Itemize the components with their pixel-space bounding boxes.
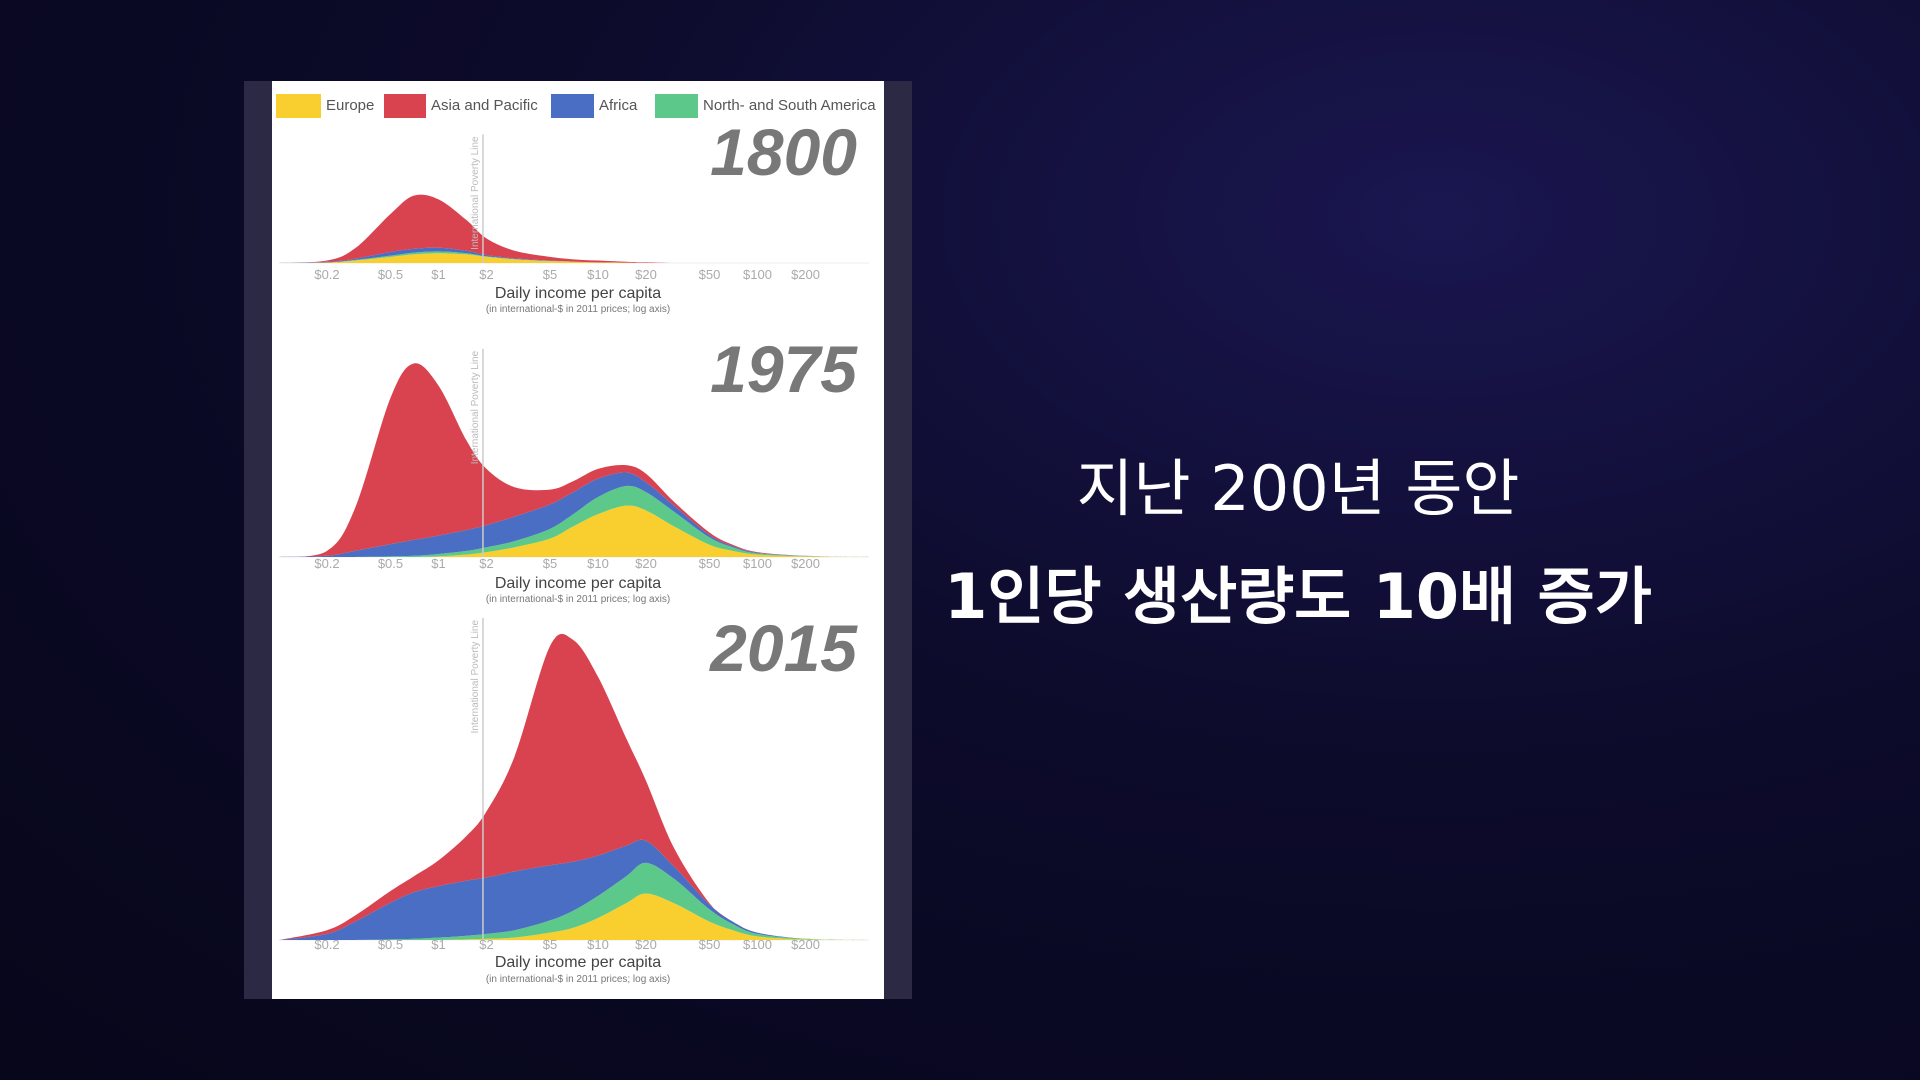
area: [279, 893, 869, 941]
poverty-label: International Poverty Line: [470, 620, 481, 734]
x-tick-label: $1: [431, 556, 445, 571]
x-tick-label: $50: [699, 267, 721, 282]
x-axis-title: Daily income per capita: [495, 575, 661, 592]
x-tick-label: $50: [699, 937, 721, 952]
area: [279, 253, 869, 264]
area: [279, 862, 869, 941]
poverty-label: International Poverty Line: [470, 136, 481, 250]
x-axis-title: Daily income per capita: [495, 285, 661, 302]
x-tick-label: $0.2: [314, 267, 339, 282]
x-tick-label: $1: [431, 937, 445, 952]
area: [279, 194, 869, 264]
x-tick-label: $0.5: [378, 937, 403, 952]
x-tick-label: $20: [635, 267, 657, 282]
x-tick-label: $5: [543, 556, 557, 571]
x-axis-title: Daily income per capita: [495, 954, 661, 971]
legend-label: Asia and Pacific: [431, 97, 538, 114]
area: [279, 633, 869, 940]
area: [279, 363, 869, 557]
x-tick-label: $2: [479, 556, 493, 571]
legend-swatch: [384, 94, 426, 118]
legend-label: Europe: [326, 97, 374, 114]
area: [279, 505, 869, 558]
x-tick-label: $1: [431, 267, 445, 282]
x-tick-label: $5: [543, 937, 557, 952]
caption-line2: 1인당 생산량도 10배 증가: [944, 560, 1652, 633]
charts: International Poverty Line $0.2 $0.5 $1 $2 $5…: [276, 94, 876, 985]
x-tick-label: $0.5: [378, 556, 403, 571]
x-tick-label: $10: [587, 937, 609, 952]
area: [279, 251, 869, 264]
x-axis-subtitle: (in international-$ in 2011 prices; log …: [486, 974, 670, 985]
legend-swatch: [276, 94, 321, 118]
x-tick-label: $2: [479, 267, 493, 282]
x-tick-label: $50: [699, 556, 721, 571]
x-tick-label: $10: [587, 267, 609, 282]
x-tick-label: $0.5: [378, 267, 403, 282]
x-tick-label: $100: [743, 267, 772, 282]
x-tick-label: $20: [635, 556, 657, 571]
chart-title: 1800: [710, 115, 857, 189]
legend-label: Africa: [599, 97, 638, 114]
chart-title: 2015: [708, 611, 858, 685]
x-tick-label: $0.2: [314, 556, 339, 571]
x-tick-label: $0.2: [314, 937, 339, 952]
x-tick-label: $20: [635, 937, 657, 952]
legend-label: North- and South America: [703, 97, 876, 114]
x-tick-label: $2: [479, 937, 493, 952]
caption-line1: 지난 200년 동안: [1077, 452, 1520, 525]
x-tick-label: $200: [791, 556, 820, 571]
x-axis-subtitle: (in international-$ in 2011 prices; log …: [486, 304, 670, 315]
legend-swatch: [551, 94, 594, 118]
x-tick-label: $200: [791, 937, 820, 952]
poverty-label: International Poverty Line: [470, 350, 481, 464]
area: [279, 247, 869, 264]
area: [279, 485, 869, 558]
x-axis-subtitle: (in international-$ in 2011 prices; log …: [486, 594, 670, 605]
x-tick-label: $5: [543, 267, 557, 282]
x-tick-label: $100: [743, 556, 772, 571]
x-tick-label: $200: [791, 267, 820, 282]
legend-swatch: [655, 94, 698, 118]
x-tick-label: $100: [743, 937, 772, 952]
x-tick-label: $10: [587, 556, 609, 571]
chart-title: 1975: [710, 332, 858, 406]
